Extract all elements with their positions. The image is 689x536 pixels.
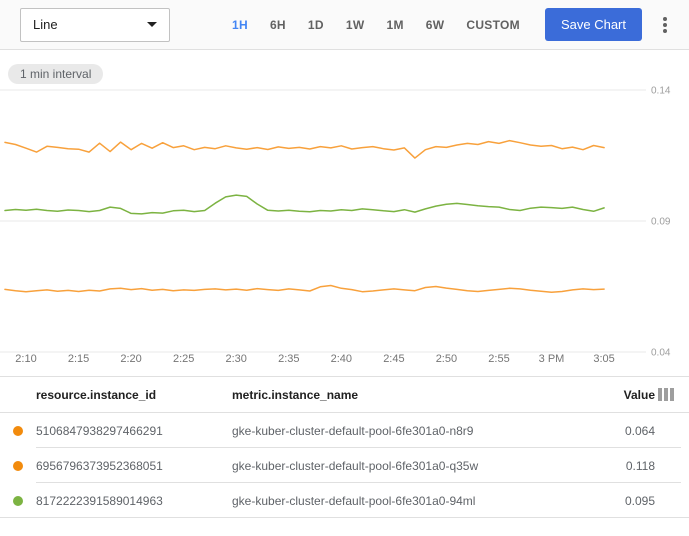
x-axis-label: 2:20: [120, 353, 141, 365]
time-range-tab-1m[interactable]: 1M: [386, 17, 404, 32]
time-range-tab-6w[interactable]: 6W: [425, 17, 445, 32]
y-axis-label: 0.09: [651, 217, 671, 228]
x-axis-label: 2:30: [225, 353, 246, 365]
column-header-value: Value: [623, 387, 655, 402]
cell-value: 0.118: [625, 458, 655, 473]
cell-instance-id: 5106847938297466291: [36, 423, 163, 438]
x-axis-label: 2:40: [331, 353, 352, 365]
cell-metric-name: gke-kuber-cluster-default-pool-6fe301a0-…: [232, 493, 476, 508]
time-range-tabs: 1H 6H 1D 1W 1M 6W CUSTOM: [221, 12, 531, 38]
column-header-instance-id: resource.instance_id: [36, 387, 157, 402]
series-color-dot: [13, 425, 23, 436]
series-color-dot: [13, 495, 23, 506]
cell-metric-name: gke-kuber-cluster-default-pool-6fe301a0-…: [232, 458, 479, 473]
x-axis-label: 2:25: [173, 353, 194, 365]
toolbar: Line 1H 6H 1D 1W 1M 6W CUSTOM Save Chart: [0, 0, 689, 50]
y-axis-label: 0.04: [651, 348, 671, 359]
table-row[interactable]: 6956796373952368051 gke-kuber-cluster-de…: [0, 448, 689, 483]
table-row[interactable]: 5106847938297466291 gke-kuber-cluster-de…: [0, 413, 689, 448]
time-range-tab-1d[interactable]: 1D: [307, 17, 324, 32]
series-line: [4, 284, 605, 294]
x-axis-label: 3:05: [593, 353, 614, 365]
cell-instance-id: 8172222391589014963: [36, 493, 163, 508]
column-header-metric-name: metric.instance_name: [232, 387, 359, 402]
table-header-row: resource.instance_id metric.instance_nam…: [0, 377, 689, 413]
x-axis-label: 2:35: [278, 353, 299, 365]
x-axis-label: 3 PM: [539, 353, 565, 365]
chart-type-select[interactable]: Line: [20, 7, 170, 42]
x-axis-label: 2:55: [488, 353, 509, 365]
time-range-tab-6h[interactable]: 6H: [269, 17, 286, 32]
x-axis-label: 2:10: [15, 353, 36, 365]
cell-value: 0.064: [624, 423, 655, 438]
series-line: [4, 139, 605, 159]
series-line: [4, 194, 605, 215]
save-chart-button[interactable]: Save Chart: [544, 8, 642, 41]
x-axis-label: 2:15: [68, 353, 89, 365]
time-range-tab-custom[interactable]: CUSTOM: [466, 17, 520, 32]
chart-type-value: Line: [33, 17, 58, 32]
x-axis-label: 2:50: [436, 353, 457, 365]
time-range-tab-1h[interactable]: 1H: [232, 17, 248, 32]
line-chart[interactable]: 0.14 0.09 0.04 2:10 2:15 2:20 2:25 2:30 2:35 2:40…: [0, 50, 689, 375]
y-axis-label: 0.14: [651, 86, 671, 97]
cell-instance-id: 6956796373952368051: [36, 458, 163, 473]
table-row[interactable]: 8172222391589014963 gke-kuber-cluster-de…: [0, 483, 689, 518]
chevron-down-icon: [147, 22, 157, 27]
legend-table: resource.instance_id metric.instance_nam…: [0, 376, 689, 518]
series-color-dot: [13, 460, 23, 471]
view-columns-icon[interactable]: [655, 388, 689, 401]
x-axis-label: 2:45: [383, 353, 404, 365]
interval-chip: 1 min interval: [8, 64, 104, 84]
cell-metric-name: gke-kuber-cluster-default-pool-6fe301a0-…: [232, 423, 474, 438]
overflow-menu-icon[interactable]: [656, 15, 674, 35]
cell-value: 0.095: [624, 493, 655, 508]
time-range-tab-1w[interactable]: 1W: [345, 17, 365, 32]
